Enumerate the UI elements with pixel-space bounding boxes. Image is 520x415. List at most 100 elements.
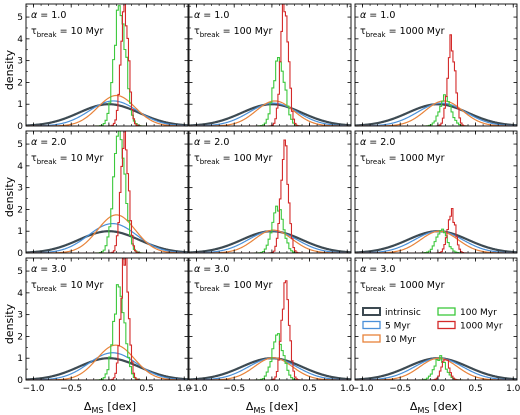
- y-tick-label: 2: [17, 205, 23, 215]
- y-tick-label: 3: [17, 57, 23, 67]
- panel-4: 0 1 2 3 4 5 α = 2.0 τbreak = 10 Myr: [17, 130, 189, 259]
- panel-alpha-label: α = 2.0: [360, 137, 395, 148]
- series-1000-myr-histogram: [355, 359, 517, 380]
- x-axis-label-unit: [dex]: [433, 400, 462, 413]
- alpha-value: 3.0: [214, 264, 229, 275]
- x-tick-label: −1.0: [186, 384, 208, 394]
- x-axis-label-main: Δ: [84, 400, 92, 413]
- x-tick-label: −1.0: [352, 384, 374, 394]
- tau-value: 10: [71, 280, 83, 291]
- x-tick-label: 1.0: [340, 384, 355, 394]
- series-1000-myr-histogram: [189, 280, 351, 380]
- series-100-myr-histogram: [189, 57, 351, 126]
- legend: intrinsic 5 Myr 10 Myr 100 Myr 1000 Myr: [362, 307, 503, 345]
- x-axis-label-main: Δ: [246, 400, 254, 413]
- alpha-value: 3.0: [51, 264, 66, 275]
- y-tick-label: 2: [17, 78, 23, 88]
- x-tick-label: 0.5: [468, 384, 482, 394]
- series-5-myr-curve: [26, 100, 188, 126]
- alpha-value: 1.0: [214, 10, 229, 21]
- legend-label: 10 Myr: [385, 335, 416, 345]
- panel-tau-label: τbreak = 10 Myr: [31, 153, 103, 166]
- series-1000-myr-histogram: [26, 131, 188, 253]
- x-axis-label-main: Δ: [410, 400, 418, 413]
- y-tick-label: 5: [17, 267, 23, 277]
- plot-area: [355, 355, 517, 380]
- tau-value: 10: [71, 153, 83, 164]
- panel-alpha-label: α = 2.0: [31, 137, 66, 148]
- series-10-myr-curve: [26, 214, 188, 253]
- y-tick-label: 2: [17, 332, 23, 342]
- x-tick-label: 1.0: [177, 384, 192, 394]
- x-axis-label-sub: MS: [253, 406, 265, 415]
- panel-alpha-label: α = 3.0: [31, 264, 66, 275]
- tau-value: 100: [234, 26, 252, 37]
- y-tick-label: 4: [17, 162, 23, 172]
- series-5-myr-curve: [355, 102, 517, 126]
- series-intrinsic-curve: [26, 103, 188, 126]
- alpha-value: 2.0: [214, 137, 229, 148]
- panel-tau-label: τbreak = 100 Myr: [194, 26, 273, 39]
- panel-alpha-label: α = 2.0: [194, 137, 229, 148]
- y-tick-label: 0: [17, 122, 23, 132]
- series-100-myr-histogram: [189, 205, 351, 253]
- x-tick-label: −0.5: [223, 384, 245, 394]
- x-axis-label-unit: [dex]: [107, 400, 136, 413]
- series-1000-myr-histogram: [26, 4, 188, 126]
- x-tick-label: −1.0: [23, 384, 45, 394]
- series-5-myr-curve: [26, 222, 188, 253]
- panel-frame: [25, 257, 189, 381]
- panel-frame: [354, 257, 518, 381]
- panel-alpha-label: α = 3.0: [360, 264, 395, 275]
- series-intrinsic-curve: [26, 230, 188, 253]
- series-100-myr-histogram: [189, 333, 351, 380]
- panel-frame: [25, 130, 189, 254]
- panel-3: α = 1.0 τbreak = 1000 Myr: [354, 3, 518, 127]
- panel-7: −1.0 −0.5 0.0 0.5 1.0 0 1 2 3 4 5 α = 3.0 τbreak = 1…: [17, 257, 192, 394]
- panel-frame: [188, 3, 352, 127]
- panel-tau-label: τbreak = 1000 Myr: [360, 26, 445, 39]
- panel-tau-label: τbreak = 10 Myr: [31, 280, 103, 293]
- tau-value: 100: [234, 153, 252, 164]
- plot-area: [355, 207, 517, 253]
- series-100-myr-histogram: [355, 228, 517, 253]
- panel-tau-label: τbreak = 10 Myr: [31, 26, 103, 39]
- panel-frame: [354, 3, 518, 127]
- panel-5: α = 2.0 τbreak = 100 Myr: [188, 130, 352, 254]
- y-tick-label: 1: [17, 354, 23, 364]
- tau-value: 1000: [400, 153, 424, 164]
- y-tick-label: 1: [17, 100, 23, 110]
- alpha-value: 3.0: [380, 264, 395, 275]
- y-tick-label: 3: [17, 311, 23, 321]
- x-tick-label: 0.5: [302, 384, 316, 394]
- x-tick-label: 0.0: [265, 384, 280, 394]
- x-tick-label: −0.5: [60, 384, 82, 394]
- legend-swatch: [437, 320, 456, 330]
- series-100-myr-histogram: [26, 284, 188, 380]
- panel-tau-label: τbreak = 100 Myr: [194, 280, 273, 293]
- plot-area: [189, 280, 351, 380]
- y-axis-label: density: [3, 303, 16, 344]
- tau-value: 10: [71, 26, 83, 37]
- series-100-myr-histogram: [355, 355, 517, 380]
- tau-value: 1000: [400, 280, 424, 291]
- panel-alpha-label: α = 1.0: [360, 10, 395, 21]
- legend-swatch: [362, 334, 381, 343]
- panel-alpha-label: α = 1.0: [31, 10, 66, 21]
- x-tick-label: 0.5: [139, 384, 153, 394]
- legend-swatch: [362, 307, 381, 316]
- panel-1: 0 1 2 3 4 5 α = 1.0 τbreak = 10 Myr: [17, 3, 189, 132]
- panel-frame: [188, 130, 352, 254]
- y-tick-label: 0: [17, 376, 23, 386]
- alpha-value: 1.0: [380, 10, 395, 21]
- y-tick-label: 5: [17, 13, 23, 23]
- y-tick-label: 0: [17, 249, 23, 259]
- x-tick-label: 0.0: [102, 384, 117, 394]
- panel-2: α = 1.0 τbreak = 100 Myr: [188, 3, 352, 127]
- panel-6: α = 2.0 τbreak = 1000 Myr: [354, 130, 518, 254]
- alpha-value: 2.0: [51, 137, 66, 148]
- series-100-myr-histogram: [355, 94, 517, 126]
- x-axis-label-sub: MS: [417, 406, 429, 415]
- x-axis-label: ΔMS [dex]: [246, 400, 298, 415]
